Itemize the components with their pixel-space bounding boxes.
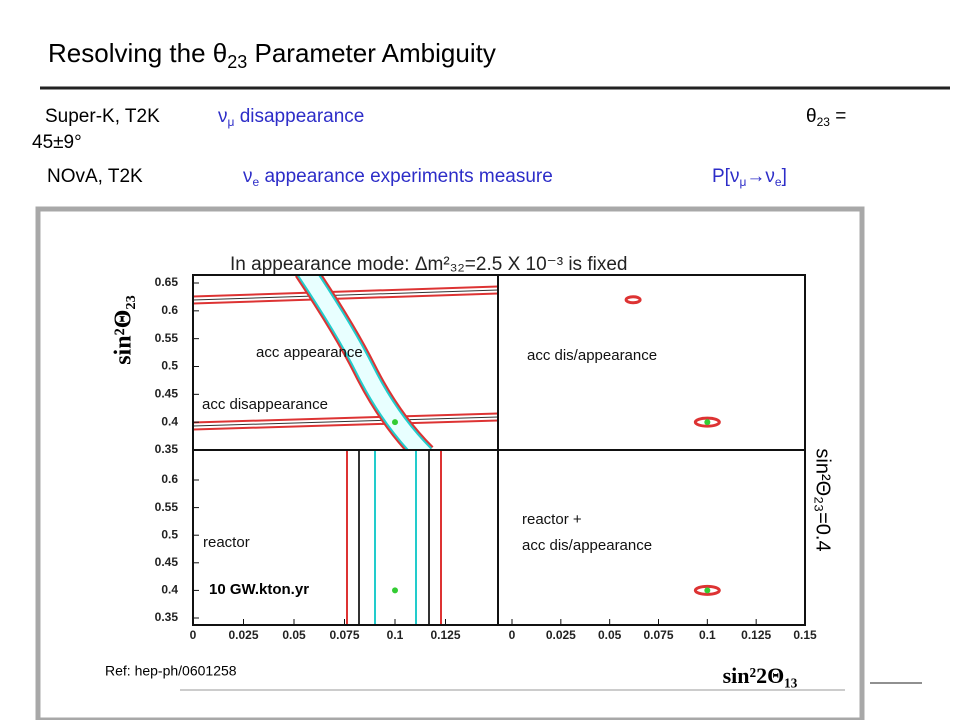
sub: e (775, 175, 782, 189)
x-tick-label: 0.075 (643, 628, 673, 642)
line-2-prob: P[νμ→νe] (712, 166, 787, 189)
slide-title: Resolving the θ23 Parameter Ambiguity (48, 38, 496, 72)
close: ] (782, 166, 787, 187)
true-point (704, 587, 711, 594)
degenerate-contour (624, 295, 642, 305)
x-tick-label: 0.025 (546, 628, 576, 642)
y-tick-label: 0.5 (161, 359, 178, 373)
y-tick-label: 0.6 (161, 472, 178, 486)
panel-label: acc appearance (256, 344, 363, 361)
title-text: Parameter Ambiguity (247, 38, 496, 68)
y-tick-label: 0.45 (155, 387, 179, 401)
theta: θ (806, 106, 817, 127)
line-1-wrap: 45±9° (32, 132, 82, 153)
p: P[ν (712, 166, 739, 187)
y-tick-label: 0.4 (161, 414, 178, 428)
x-tick-label: 0.1 (699, 628, 716, 642)
true-point (704, 419, 711, 426)
panel-label: reactor + (522, 511, 582, 528)
y-tick-label: 0.4 (161, 583, 178, 597)
title-text: Resolving the (48, 38, 213, 68)
panel-label: reactor (203, 534, 250, 551)
figure-title: In appearance mode: Δm²₃₂=2.5 X 10⁻³ is … (230, 254, 627, 275)
panel-label: acc dis/appearance (527, 347, 657, 364)
text: appearance experiments measure (259, 166, 553, 187)
panel-label: acc dis/appearance (522, 537, 652, 554)
text: disappearance (234, 106, 364, 127)
x-tick-label: 0.075 (329, 628, 359, 642)
y-tick-label: 0.55 (155, 500, 179, 514)
x-tick-label: 0.125 (741, 628, 771, 642)
title-symbol: θ (213, 38, 227, 68)
nu-sub: μ (228, 115, 235, 129)
disappearance-band (193, 416, 498, 427)
title-sub: 23 (227, 52, 247, 72)
upper-left-bands (193, 275, 498, 450)
appearance-band (298, 275, 431, 450)
side-label: sin²Θ₂₃=0.4 (812, 448, 834, 551)
x-tick-label: 0.05 (598, 628, 622, 642)
contour (693, 584, 721, 596)
y-tick-label: 0.45 (155, 555, 179, 569)
y-tick-label: 0.6 (161, 303, 178, 317)
disappearance-band (193, 289, 498, 301)
eq: = (830, 106, 846, 127)
line-1-lead: Super-K, T2K (45, 106, 160, 127)
exposure-label: 10 GW.kton.yr (209, 581, 309, 598)
nu: ν (218, 106, 228, 127)
nu: ν (243, 166, 253, 187)
y-axis-label: sin²Θ₂₃ (111, 295, 137, 365)
y-tick-label: 0.35 (155, 610, 179, 624)
y-tick-label: 0.65 (155, 275, 179, 289)
arrow: →ν (746, 166, 775, 187)
marks: 0.65 0.6 0.55 0.5 0.45 0.4 0.35 0.6 0.55 0.5 0.45 0… (155, 275, 817, 642)
x-tick-label: 0.1 (387, 628, 404, 642)
theta-sub: 23 (817, 115, 831, 129)
reference: Ref: hep-ph/0601258 (105, 663, 237, 679)
y-tick-label: 0.35 (155, 442, 179, 456)
x-tick-label: 0 (509, 628, 516, 642)
true-point (392, 419, 398, 426)
line-2-text: νe appearance experiments measure (243, 166, 553, 189)
y-tick-label: 0.55 (155, 331, 179, 345)
x-axis-label: sin²2Θ₁₃ (723, 663, 798, 688)
line-1-text: νμ disappearance (218, 106, 364, 129)
panel-label: acc disappearance (202, 396, 328, 413)
nu-sub: e (253, 175, 260, 189)
line-2-lead: NOvA, T2K (47, 166, 143, 187)
x-tick-label: 0 (190, 628, 197, 642)
reactor-lines (346, 450, 442, 625)
line-1-meas: θ23 = (806, 106, 846, 129)
x-tick-label: 0.05 (282, 628, 306, 642)
x-tick-label: 0.125 (430, 628, 460, 642)
x-tick-label: 0.15 (793, 628, 817, 642)
sub: μ (739, 175, 746, 189)
x-tick-label: 0.025 (228, 628, 258, 642)
true-point (392, 587, 398, 594)
contour (693, 416, 721, 428)
y-tick-label: 0.5 (161, 527, 178, 541)
